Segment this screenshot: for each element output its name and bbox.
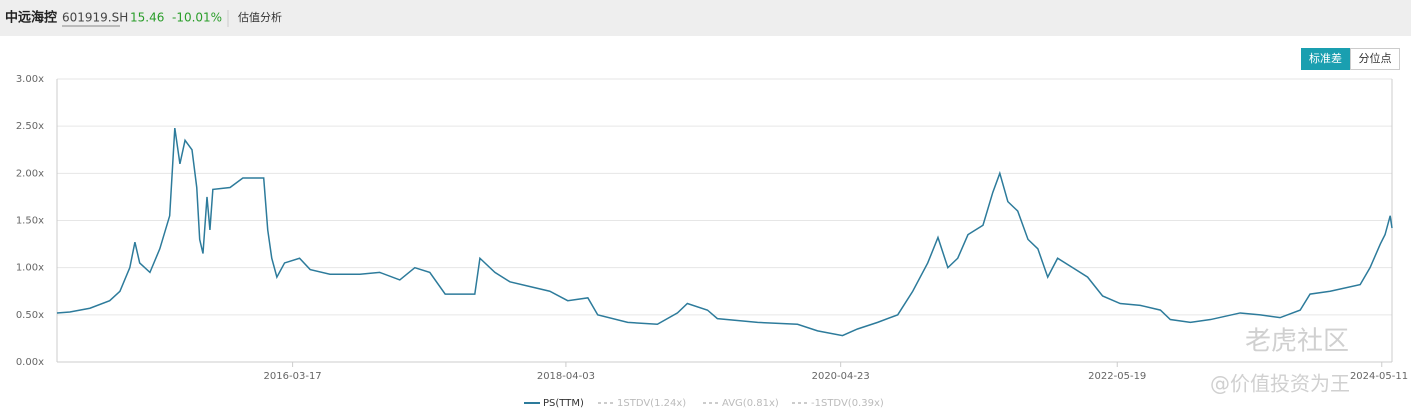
legend-label: 1STDV(1.24x) xyxy=(617,398,686,409)
button[interactable]: 分位点 xyxy=(1359,51,1392,65)
legend-label: -1STDV(0.39x) xyxy=(811,398,884,409)
header-bar xyxy=(0,0,1411,36)
x-tick-label: 2024-05-11 xyxy=(1350,371,1408,382)
y-tick-label: 0.50x xyxy=(16,310,44,321)
price: 15.46 xyxy=(130,11,164,25)
line xyxy=(56,127,1393,337)
x-tick-label: 2018-04-03 xyxy=(537,371,595,382)
y-tick-label: 0.00x xyxy=(16,357,44,368)
button[interactable]: 标准差 xyxy=(1309,51,1342,65)
x-tick-label: 2022-05-19 xyxy=(1088,371,1146,382)
y-tick-label: 3.00x xyxy=(16,74,44,85)
change: -10.01% xyxy=(172,11,222,25)
button-bg[interactable] xyxy=(1301,48,1350,70)
legend-label: AVG(0.81x) xyxy=(722,398,779,409)
stock-name: 中远海控 xyxy=(5,10,57,26)
y-tick-label: 2.00x xyxy=(16,168,44,179)
x-tick-label: 2016-03-17 xyxy=(264,371,322,382)
watermark: @价值投资为王 xyxy=(1210,372,1350,396)
y-tick-label: 1.50x xyxy=(16,216,44,227)
legend-label: PS(TTM) xyxy=(543,398,584,409)
stock-code[interactable]: 601919.SH xyxy=(62,11,128,25)
y-tick-label: 1.00x xyxy=(16,263,44,274)
button-bg[interactable] xyxy=(1350,48,1400,70)
watermark: 老虎社区 xyxy=(1245,327,1349,357)
x-tick-label: 2020-04-23 xyxy=(812,371,870,382)
y-tick-label: 2.50x xyxy=(16,121,44,132)
tab[interactable]: 估值分析 xyxy=(238,10,282,24)
